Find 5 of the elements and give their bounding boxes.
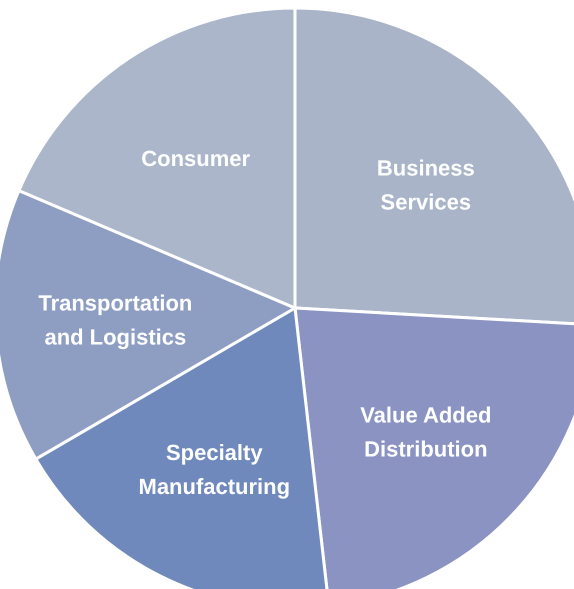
- slice-label: Value Added Distribution: [360, 402, 492, 462]
- slice-label: Business Services: [376, 154, 475, 214]
- slice-label: Transportation and Logistics: [38, 290, 192, 349]
- slice-label: Specialty Manufacturing: [138, 439, 290, 498]
- slice-label: Consumer: [141, 145, 251, 170]
